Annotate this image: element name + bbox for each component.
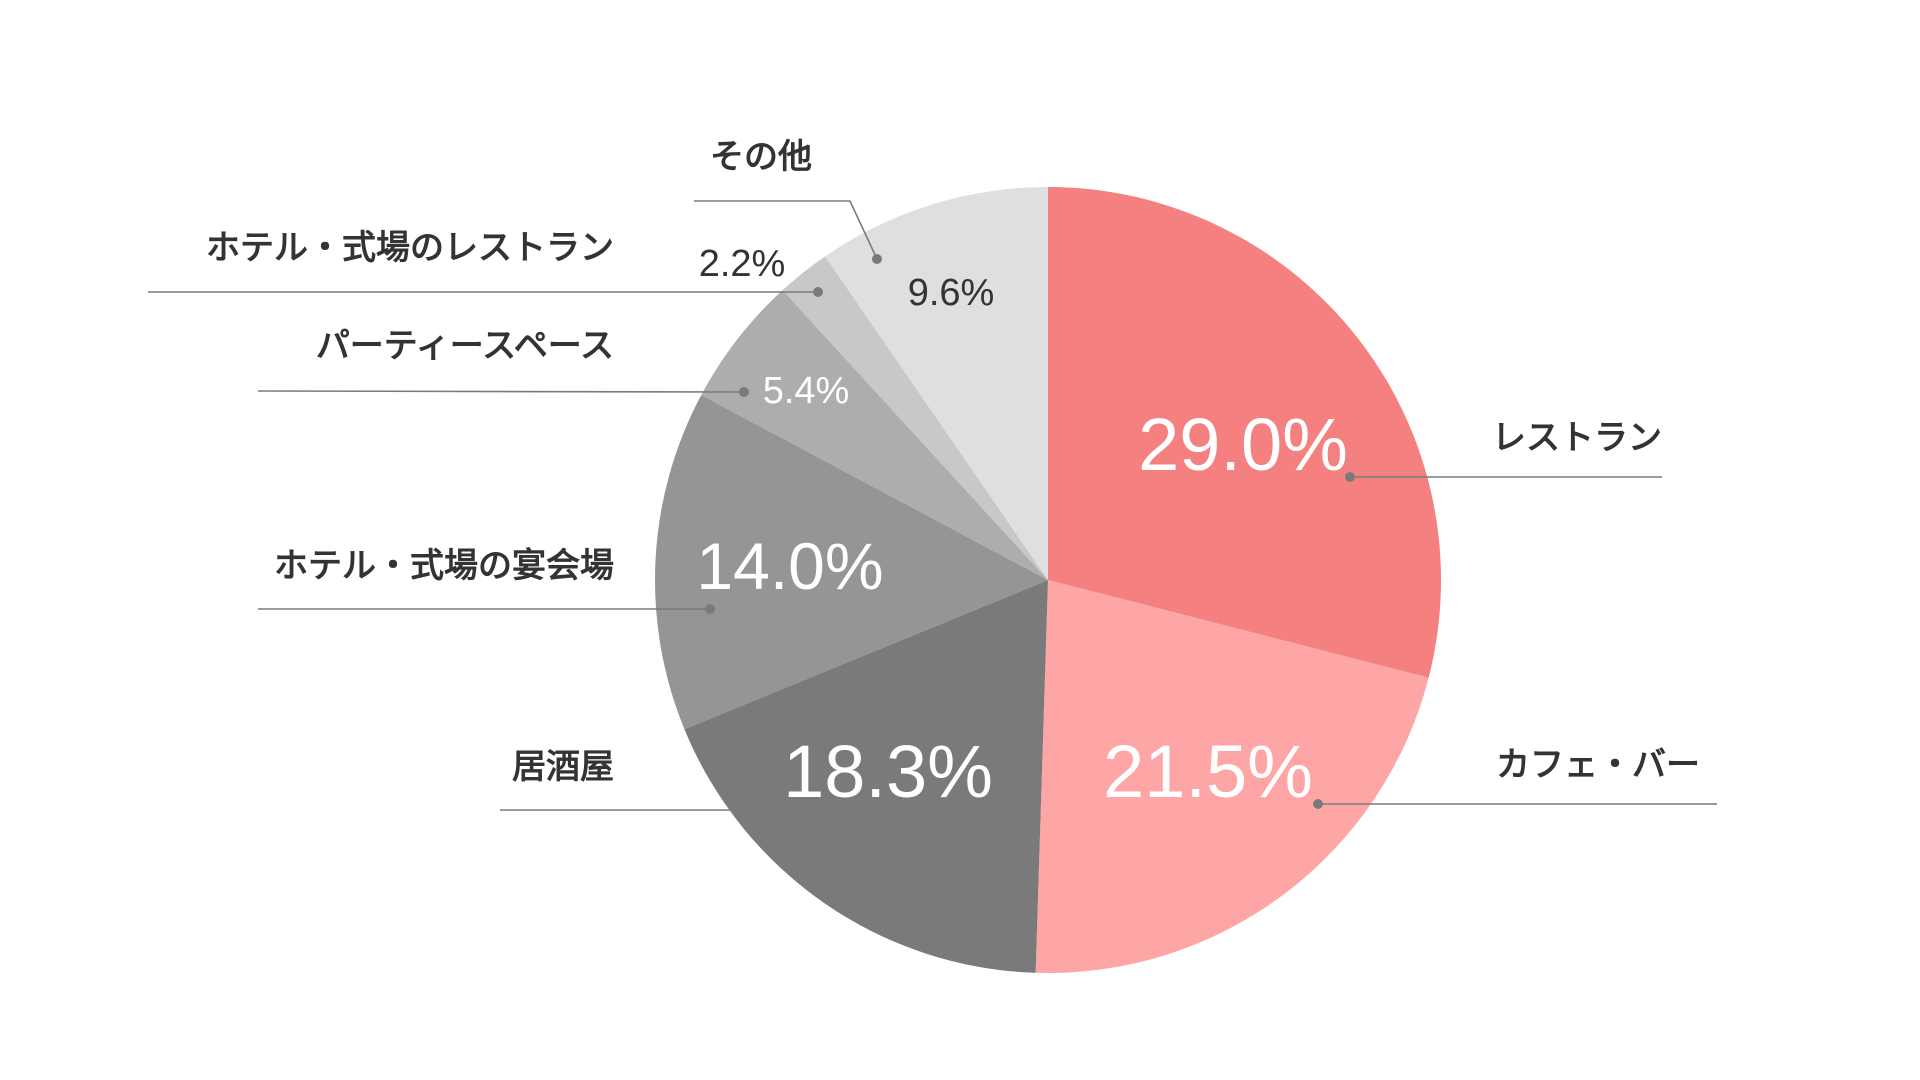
labels: 29.0% 21.5% 18.3% 14.0% 5.4% 2.2% 9.6% レ… [206, 137, 1700, 813]
value-label-restaurant: 29.0% [1138, 403, 1348, 486]
category-label-hotel-restaurant: ホテル・式場のレストラン [206, 228, 614, 268]
category-label-izakaya: 居酒屋 [512, 747, 614, 787]
leader-dot-hotel-restaurant [813, 287, 823, 297]
pie-slice-cafe-bar [1035, 580, 1429, 974]
pie-slice-izakaya [684, 580, 1048, 973]
category-label-party-space: パーティースペース [316, 326, 614, 366]
pie-slice-party-space [701, 290, 1048, 580]
leader-dot-party-space [739, 387, 749, 397]
value-label-other: 9.6% [908, 272, 995, 314]
leader-line-other [694, 200, 878, 260]
pie-slice-hotel-restaurant [782, 256, 1048, 580]
value-label-izakaya: 18.3% [783, 730, 993, 813]
leader-dot-hotel-banquet [705, 604, 715, 614]
pie-slice-restaurant [1048, 187, 1441, 678]
leader-dot-restaurant [1345, 472, 1355, 482]
pie-slices [654, 187, 1441, 974]
leader-dot-izakaya [767, 805, 777, 815]
value-label-hotel-restaurant: 2.2% [699, 243, 786, 285]
value-label-party-space: 5.4% [763, 370, 850, 412]
pie-slice-hotel-banquet [654, 395, 1048, 730]
leader-lines [148, 200, 1717, 815]
category-label-other: その他 [710, 137, 812, 177]
leader-dot-cafe-bar [1313, 799, 1323, 809]
leader-dot-other [872, 254, 882, 264]
category-label-restaurant: レストラン [1492, 418, 1662, 458]
value-label-cafe-bar: 21.5% [1103, 730, 1313, 813]
leader-line-party-space [257, 390, 745, 393]
pie-slice-other [825, 187, 1048, 580]
category-label-cafe-bar: カフェ・バー [1496, 745, 1700, 785]
value-label-hotel-banquet: 14.0% [696, 529, 883, 603]
category-label-hotel-banquet: ホテル・式場の宴会場 [274, 546, 614, 586]
